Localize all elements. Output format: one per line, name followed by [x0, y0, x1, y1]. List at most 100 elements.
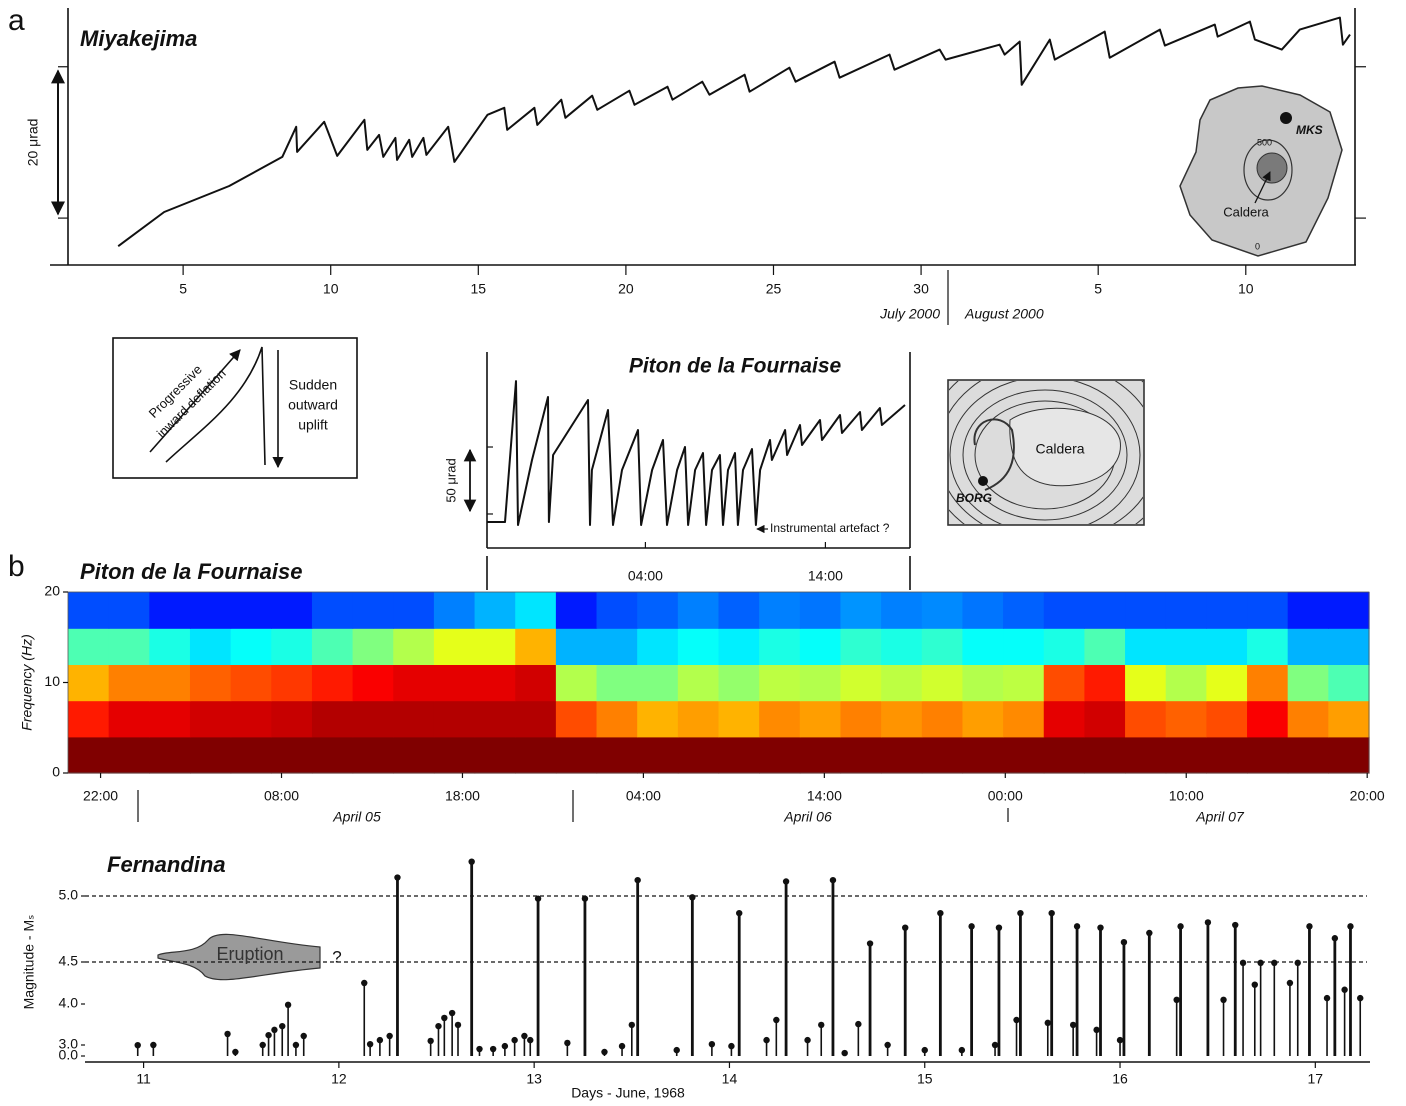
- spectrogram-cell: [921, 664, 964, 702]
- spectrogram-cell: [840, 628, 882, 665]
- spectrogram-cell: [840, 664, 882, 702]
- stem-head: [1048, 909, 1055, 917]
- piton-map: Caldera BORG: [947, 379, 1145, 526]
- spectrogram-cell: [1084, 700, 1126, 738]
- map-label: 500: [1257, 137, 1272, 147]
- stem-head: [1093, 1026, 1100, 1034]
- spectrogram-cell: [433, 664, 476, 702]
- spectrogram-cell: [840, 700, 882, 738]
- sawtooth-legend: Progressive inward deflation Sudden outw…: [112, 337, 358, 479]
- spectrogram-cell: [393, 736, 435, 774]
- spectrogram-cell: [433, 592, 476, 629]
- spectrogram-cell: [1084, 664, 1126, 702]
- stem-head: [1220, 996, 1227, 1003]
- spectrogram-cell: [1247, 628, 1289, 665]
- stem-head: [271, 1026, 278, 1034]
- stem-head: [1257, 959, 1264, 967]
- stem-head: [968, 923, 975, 930]
- spectrogram-cell: [189, 664, 232, 702]
- miyakejima-map: MKS 500 Caldera 0: [1179, 85, 1343, 257]
- stem-head: [150, 1041, 157, 1049]
- stem-head: [361, 979, 368, 987]
- stem-head: [958, 1046, 966, 1054]
- spectrogram-cell: [799, 592, 842, 629]
- x-axis-label: Days - June, 1968: [571, 1085, 685, 1101]
- spectrogram-cell: [555, 736, 598, 774]
- spectrogram-cell: [393, 700, 435, 738]
- spectrogram-cell: [271, 592, 313, 629]
- spectrogram-cell: [515, 592, 557, 629]
- scale-label: 20 μrad: [25, 119, 41, 167]
- spectrogram-cell: [230, 592, 272, 629]
- spectrogram-cell: [311, 736, 354, 774]
- stem-head: [689, 894, 696, 901]
- stem-head: [601, 1048, 608, 1056]
- spectrogram-cell: [759, 628, 801, 665]
- spectrogram-cell: [1206, 628, 1248, 665]
- stem-head: [366, 1040, 374, 1048]
- stem-head: [427, 1037, 434, 1045]
- stem-head: [1347, 923, 1354, 930]
- spectrogram-cell: [68, 628, 110, 665]
- x-tick-label: 14: [722, 1071, 738, 1087]
- stem-head: [634, 876, 641, 884]
- stem-head: [1323, 994, 1331, 1002]
- spectrogram-cell: [718, 700, 760, 738]
- spectrogram-cell: [68, 736, 110, 774]
- spectrogram-cell: [840, 592, 882, 629]
- spectrogram-cell: [596, 736, 638, 774]
- tilt-line: [487, 380, 906, 526]
- spectrogram-cell: [1084, 592, 1126, 629]
- x-tick-label: 25: [766, 281, 782, 297]
- stem-head: [1239, 959, 1247, 967]
- stem-head: [728, 1042, 735, 1050]
- stem-head: [937, 909, 944, 917]
- spectrogram-cell: [1328, 592, 1370, 629]
- spectrogram-cell: [677, 664, 720, 702]
- spectrogram-cell: [352, 628, 394, 665]
- stem-head: [534, 895, 542, 902]
- station: [978, 476, 988, 486]
- stem-head: [763, 1036, 770, 1044]
- spectrogram-cell: [149, 664, 191, 702]
- spectrogram-cell: [474, 700, 516, 738]
- stem-head: [581, 895, 589, 902]
- stem-head: [1341, 986, 1348, 993]
- chart-title: Miyakejima: [80, 26, 197, 51]
- contour: [1243, 139, 1293, 201]
- spectrogram-cell: [189, 736, 232, 774]
- annotation-mark: ?: [332, 947, 341, 966]
- x-tick-label: 13: [526, 1071, 542, 1087]
- spectrogram-cell: [759, 700, 801, 738]
- spectrogram-cell: [474, 664, 516, 702]
- map-label: Caldera: [1223, 204, 1269, 219]
- spectrogram-cell: [596, 700, 638, 738]
- x-tick-label: 04:00: [628, 568, 663, 584]
- stem-head: [265, 1031, 272, 1039]
- stem-head: [1294, 959, 1301, 967]
- spectrogram-cell: [799, 700, 842, 738]
- spectrogram-cell: [515, 736, 557, 774]
- spectrogram-cell: [271, 664, 313, 702]
- x-tick-label: 5: [179, 281, 187, 297]
- spectrogram-cell: [1206, 592, 1248, 629]
- spectrogram-cell: [189, 700, 232, 738]
- spectrogram-cell: [677, 736, 720, 774]
- stem-head: [1251, 981, 1258, 988]
- y-tick-label: 10: [44, 673, 60, 689]
- x-tick-label: 10:00: [1169, 788, 1204, 804]
- spectrogram-cell: [718, 736, 760, 774]
- annotation: Eruption: [216, 944, 283, 964]
- y-tick-label: 3.0: [59, 1036, 79, 1052]
- x-tick-label: 22:00: [83, 788, 118, 804]
- x-tick-label: 18:00: [445, 788, 480, 804]
- spectrogram-cell: [68, 592, 110, 629]
- y-axis-label: Frequency (Hz): [19, 634, 35, 730]
- spectrogram-cell: [68, 664, 110, 702]
- spectrogram-cell: [1165, 736, 1207, 774]
- x-tick-label: 11: [136, 1071, 151, 1087]
- spectrogram-cell: [1125, 592, 1167, 629]
- spectrogram-cell: [433, 736, 476, 774]
